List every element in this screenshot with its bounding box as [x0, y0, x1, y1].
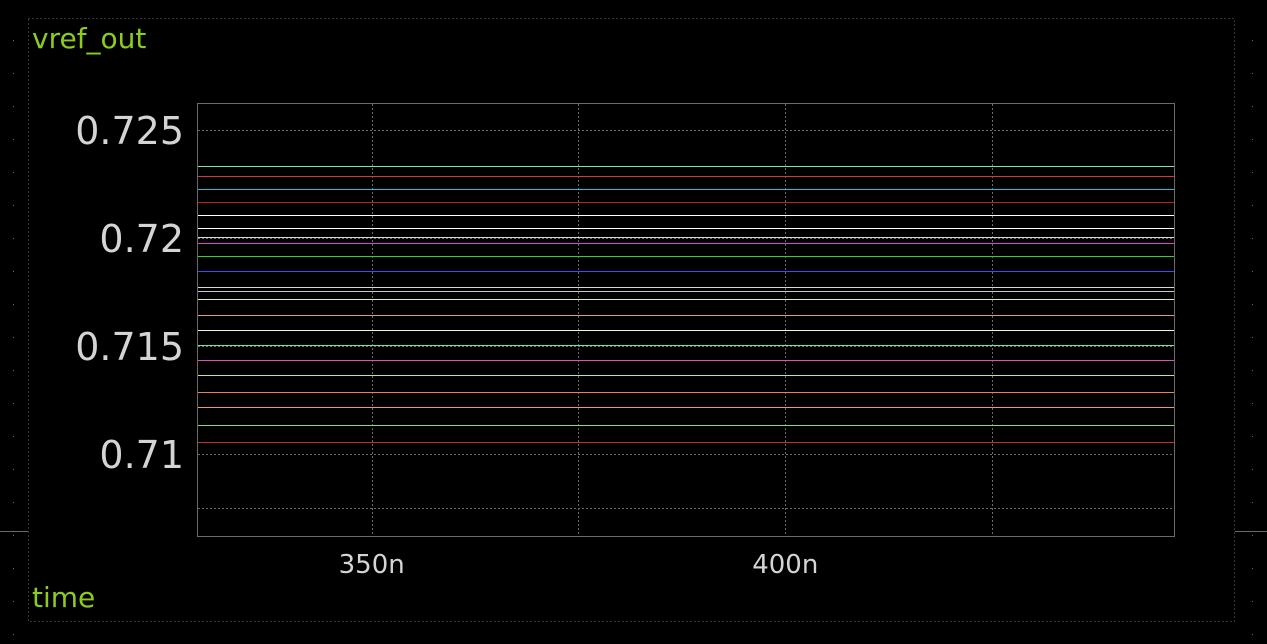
- margin-dot: [1252, 436, 1253, 437]
- margin-dot: [13, 205, 14, 206]
- margin-dot: [1252, 139, 1253, 140]
- margin-dot: [13, 106, 14, 107]
- margin-dot: [1252, 502, 1253, 503]
- y-tick-label: 0.725: [75, 109, 184, 153]
- margin-dot: [1252, 370, 1253, 371]
- margin-dot: [1252, 271, 1253, 272]
- margin-dot: [13, 271, 14, 272]
- margin-dot: [13, 634, 14, 635]
- margin-dot: [13, 601, 14, 602]
- margin-dot: [1252, 601, 1253, 602]
- margin-dot: [1252, 238, 1253, 239]
- margin-dot: [13, 40, 14, 41]
- margin-dot: [1252, 304, 1253, 305]
- margin-dot: [13, 139, 14, 140]
- margin-dot: [13, 172, 14, 173]
- margin-dot: [13, 502, 14, 503]
- margin-dot: [1252, 337, 1253, 338]
- margin-dot: [1252, 40, 1253, 41]
- panel-border: [28, 18, 1235, 622]
- margin-dot: [1252, 469, 1253, 470]
- margin-dot: [13, 337, 14, 338]
- x-tick-label: 400n: [752, 550, 818, 580]
- margin-dot: [1252, 106, 1253, 107]
- y-tick-label: 0.71: [99, 433, 184, 477]
- margin-dots: [13, 40, 1253, 635]
- plot-frame: [197, 103, 1175, 537]
- margin-dot: [13, 568, 14, 569]
- margin-dot: [1252, 73, 1253, 74]
- margin-dot: [13, 238, 14, 239]
- margin-dot: [1252, 568, 1253, 569]
- y-tick-label: 0.72: [99, 217, 184, 261]
- margin-dot: [13, 370, 14, 371]
- signal-name-label: vref_out: [32, 22, 146, 55]
- y-tick-label: 0.715: [75, 325, 184, 369]
- traces: [198, 166, 1174, 443]
- y-tick-labels: 0.725 0.72 0.715 0.71: [75, 109, 184, 477]
- margin-dot: [13, 436, 14, 437]
- margin-dot: [1252, 172, 1253, 173]
- margin-dot: [13, 469, 14, 470]
- margin-dot: [1252, 634, 1253, 635]
- margin-dot: [1252, 205, 1253, 206]
- margin-dot: [13, 535, 14, 536]
- margin-dot: [1252, 535, 1253, 536]
- margin-dot: [1252, 403, 1253, 404]
- x-axis-label: time: [32, 581, 95, 614]
- margin-dot: [13, 304, 14, 305]
- margin-dot: [13, 403, 14, 404]
- x-tick-label: 350n: [339, 550, 405, 580]
- margin-dot: [13, 73, 14, 74]
- x-tick-labels: 350n 400n: [339, 550, 819, 580]
